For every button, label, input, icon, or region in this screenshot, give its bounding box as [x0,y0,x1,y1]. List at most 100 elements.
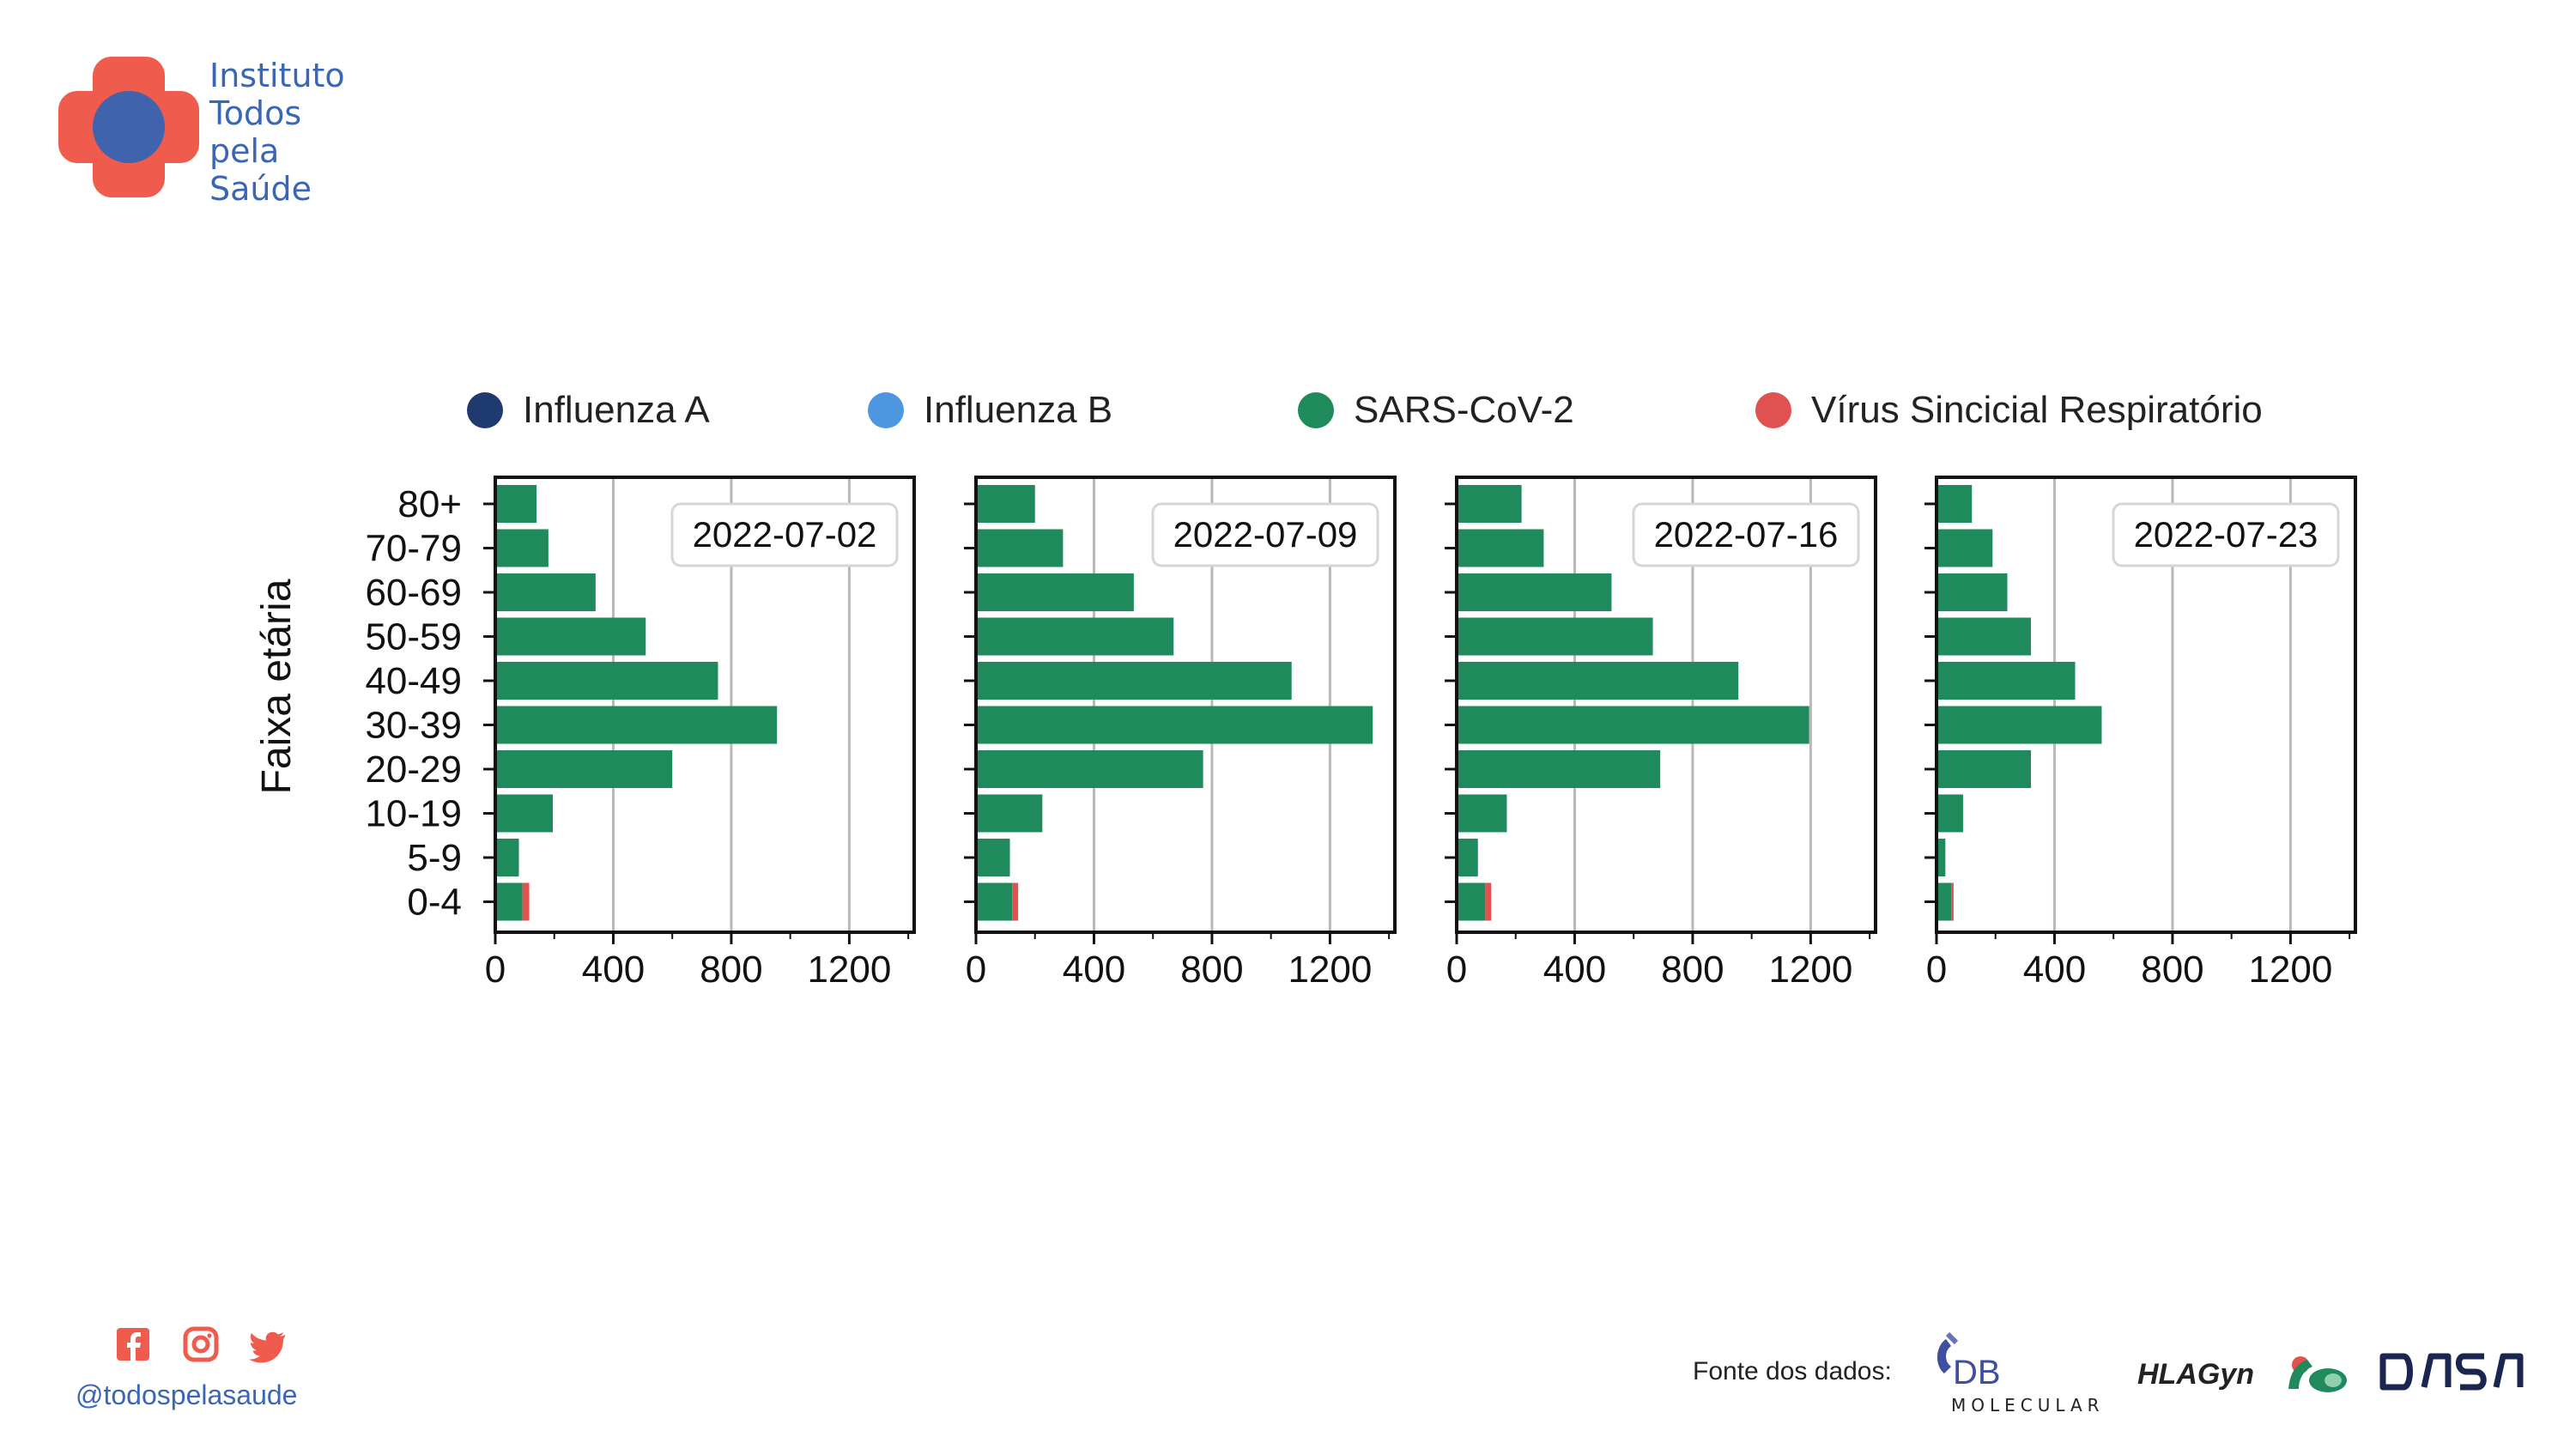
y-tick-label: 0-4 [407,882,462,924]
svg-text:DB: DB [1953,1354,2001,1391]
bar [495,750,673,788]
panel-date-label: 2022-07-02 [693,514,877,555]
panel-frame [494,476,916,934]
bar [1457,750,1661,788]
bar [1457,882,1486,921]
bar [976,485,1035,523]
x-tick-label: 400 [582,949,645,991]
bar [1457,662,1739,700]
twitter-icon[interactable] [249,1331,285,1363]
social-links: @todospelasaude [76,1326,333,1429]
bar [1012,882,1019,921]
bar [1457,794,1507,833]
svg-text:MOLECULAR: MOLECULAR [1951,1395,2105,1416]
panel-frame [1935,476,2357,934]
dasa-logo [2379,1353,2524,1391]
bar [976,794,1043,833]
institute-name-line: Todos [209,94,302,132]
bar [1937,662,2076,700]
facebook-icon[interactable] [117,1328,149,1361]
institute-name-line: pela [209,132,280,170]
x-tick-label: 400 [2023,949,2086,991]
legend-marker [467,392,503,428]
bar [976,839,1010,876]
bar [495,573,596,611]
x-tick-label: 0 [966,949,986,991]
x-tick-label: 800 [700,949,762,991]
date-label-box [670,502,899,567]
panel-date-label: 2022-07-16 [1654,514,1839,555]
chart-panel: 0 400 800 1200 2022-07-16 [1445,476,1877,991]
x-tick-label: 1200 [1768,949,1852,991]
bar [1485,882,1492,921]
x-tick-label: 400 [1543,949,1606,991]
cross-logo-icon [58,57,199,197]
svg-text:HLAGyn: HLAGyn [2137,1358,2254,1391]
bar [1937,573,2008,611]
panel-date-label: 2022-07-09 [1173,514,1358,555]
bar [495,662,718,700]
legend-label: Vírus Sincicial Respiratório [1811,389,2263,431]
x-tick-label: 800 [1661,949,1724,991]
social-handle[interactable]: @todospelasaude [76,1379,298,1410]
db-molecular-logo: DB MOLECULAR [1937,1331,2105,1416]
bar [1937,706,2102,744]
bar [1937,882,1952,921]
panel-date-label: 2022-07-23 [2134,514,2318,555]
bar [495,706,778,744]
x-tick-label: 0 [1446,949,1467,991]
x-tick-label: 800 [2141,949,2203,991]
legend-marker [1755,392,1791,428]
legend-label: Influenza A [523,389,710,431]
y-tick-label: 70-79 [365,528,462,570]
institute-logo: Instituto Todos pela Saúde [58,57,345,208]
bar [1937,794,1963,833]
bar [1457,706,1809,744]
bar [495,882,523,921]
y-tick-label: 5-9 [407,837,462,879]
legend-label: SARS-CoV-2 [1354,389,1574,431]
panel-frame [974,476,1397,934]
date-label-box [1632,502,1860,567]
bar [1951,882,1954,921]
bar [976,882,1013,921]
bar [976,529,1064,567]
x-tick-label: 800 [1180,949,1243,991]
bar [1457,529,1544,567]
age-group-chart: Influenza A Influenza B SARS-CoV-2 Vírus Si… [254,389,2357,991]
chart-panel: 0 400 800 1200 2022-07-23 [1924,476,2357,991]
x-tick-label: 1200 [807,949,891,991]
bar [1937,485,1973,523]
y-tick-label: 50-59 [365,616,462,658]
legend-label: Influenza B [924,389,1112,431]
bar [495,485,537,523]
panel-frame [1455,476,1877,934]
bar [522,882,530,921]
data-source-label: Fonte dos dados: [1693,1357,1892,1385]
y-axis-title: Faixa etária [254,579,300,794]
x-tick-label: 0 [1926,949,1947,991]
x-tick-label: 400 [1063,949,1125,991]
bar [495,794,554,833]
instagram-icon[interactable] [183,1326,219,1362]
chart-panel: 0-45-910-1920-2930-3940-4950-5960-6970-7… [365,476,916,991]
bar [976,573,1134,611]
bar [976,617,1174,656]
bar [495,529,549,567]
y-tick-label: 60-69 [365,572,462,614]
institute-name-line: Instituto [209,57,345,94]
x-tick-label: 1200 [1288,949,1372,991]
institute-name: Instituto Todos pela Saúde [209,57,345,208]
bar [1937,839,1946,876]
y-tick-label: 40-49 [365,660,462,702]
bar [1457,839,1478,876]
date-label-box [1151,502,1379,567]
bar [1937,617,2031,656]
bar [1937,750,2031,788]
date-label-box [2112,502,2340,567]
bar [1937,529,1993,567]
y-tick-label: 80+ [397,483,462,525]
bar [1457,485,1522,523]
institute-name-line: Saúde [209,170,312,208]
bar [976,662,1292,700]
